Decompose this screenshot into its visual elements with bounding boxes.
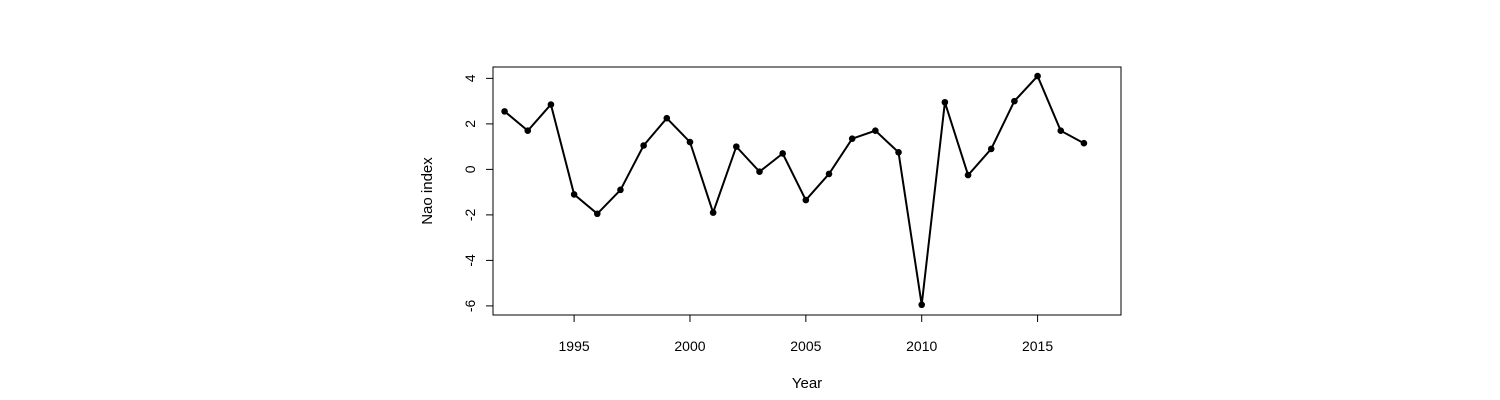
y-tick-label: -6 [462, 299, 478, 312]
y-tick-label: -4 [462, 254, 478, 267]
y-axis: 4 2 0 -2 -4 -6 [462, 74, 494, 312]
y-axis-title: Nao index [419, 157, 436, 225]
data-point [1034, 72, 1041, 80]
x-tick-label: 1995 [559, 338, 590, 354]
data-point [872, 127, 879, 135]
data-point [802, 196, 810, 204]
data-point [570, 191, 578, 198]
data-point [593, 210, 601, 218]
data-point [918, 301, 926, 309]
data-point [733, 143, 740, 150]
data-point [1057, 127, 1065, 135]
data-point [964, 171, 972, 179]
series-line [503, 74, 1085, 305]
data-point [1080, 139, 1088, 147]
data-point [848, 135, 856, 142]
x-axis-title: Year [792, 375, 822, 392]
x-axis: 1995 2000 2005 2010 2015 [559, 314, 1053, 354]
series-points [501, 72, 1088, 309]
data-point [709, 209, 717, 216]
x-tick-label: 2000 [674, 338, 705, 354]
data-point [501, 108, 508, 115]
y-tick-label: 2 [462, 120, 478, 128]
data-point [547, 101, 555, 108]
x-tick-label: 2015 [1022, 338, 1053, 354]
data-point [941, 98, 949, 106]
data-point [524, 127, 532, 135]
y-tick-label: -2 [462, 208, 478, 221]
data-point [663, 114, 671, 122]
data-point [987, 145, 995, 153]
y-tick-label: 4 [462, 74, 478, 82]
x-tick-label: 2005 [790, 338, 821, 354]
plot-frame [492, 66, 1122, 316]
data-point [895, 149, 902, 156]
data-point [779, 150, 786, 157]
data-point [756, 168, 763, 175]
data-point [686, 138, 694, 146]
x-tick-label: 2010 [906, 338, 937, 354]
y-tick-label: 0 [462, 165, 478, 173]
data-point [825, 170, 833, 178]
data-point [640, 142, 647, 149]
data-point [617, 186, 624, 194]
data-point [1011, 97, 1018, 105]
